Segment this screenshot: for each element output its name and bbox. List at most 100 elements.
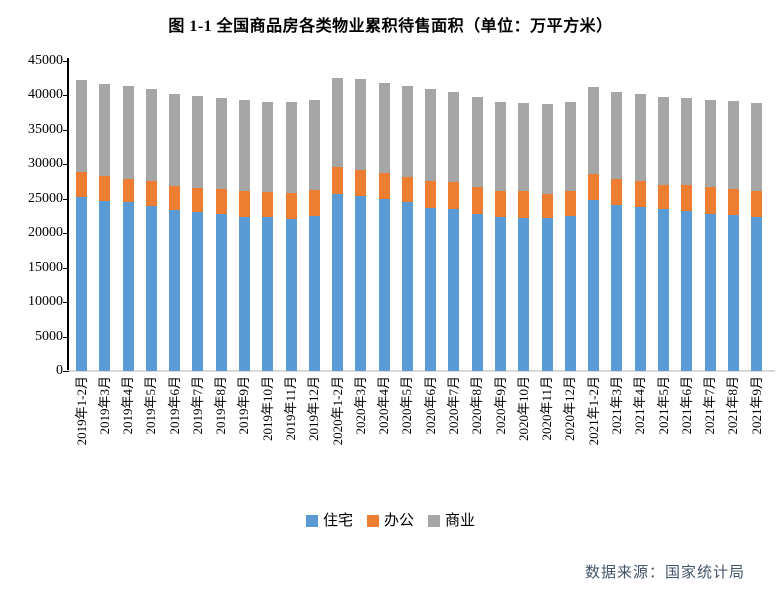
bar-segment-residential	[425, 208, 436, 371]
x-axis-baseline	[67, 370, 775, 372]
legend-label-commercial: 商业	[445, 513, 476, 529]
y-axis-tick	[63, 233, 69, 234]
x-axis-label-text: 2021年6月	[679, 376, 694, 435]
y-axis-label: 0	[56, 363, 63, 378]
bar-segment-commercial	[402, 86, 413, 177]
bar-segment-commercial	[611, 92, 622, 179]
bar-segment-residential	[192, 212, 203, 371]
bar-segment-office	[216, 189, 227, 214]
y-axis-tick	[63, 371, 69, 372]
bar-segment-office	[332, 167, 343, 194]
x-axis-label-text: 2019年8月	[213, 376, 228, 435]
y-axis-line	[67, 58, 69, 372]
y-axis-tick	[63, 61, 69, 62]
bar-segment-office	[635, 181, 646, 207]
x-axis-label-text: 2019年10月	[260, 376, 275, 442]
y-axis-label: 10000	[28, 294, 63, 309]
bar-segment-office	[705, 187, 716, 214]
y-axis-label: 25000	[28, 191, 63, 206]
y-axis-tick	[63, 164, 69, 165]
bar-segment-office	[495, 191, 506, 217]
y-axis-tick	[63, 337, 69, 338]
bar-segment-residential	[76, 197, 87, 371]
y-axis-tick	[63, 302, 69, 303]
y-axis-tick	[63, 199, 69, 200]
x-axis-label-text: 2021年9月	[749, 376, 764, 435]
x-axis-label-text: 2020年8月	[469, 376, 484, 435]
y-axis-label: 40000	[28, 87, 63, 102]
y-axis-tick	[63, 268, 69, 269]
bar-segment-office	[448, 182, 459, 209]
bar-segment-residential	[216, 214, 227, 371]
bar-segment-residential	[402, 202, 413, 371]
y-axis-label: 35000	[28, 122, 63, 137]
bar-segment-commercial	[262, 102, 273, 192]
bar-segment-office	[169, 186, 180, 210]
x-axis-label-text: 2019年6月	[167, 376, 182, 435]
bar-segment-office	[123, 179, 134, 202]
legend-label-residential: 住宅	[322, 513, 353, 529]
bar-segment-commercial	[495, 102, 506, 191]
bar-segment-residential	[448, 209, 459, 371]
legend-item-office: 办公	[366, 512, 414, 530]
chart-title: 图 1-1 全国商品房各类物业累积待售面积（单位：万平方米）	[168, 18, 613, 35]
bar-segment-residential	[146, 206, 157, 371]
bar-segment-commercial	[379, 83, 390, 173]
bar-segment-commercial	[216, 98, 227, 189]
bar-segment-office	[379, 173, 390, 199]
bar-segment-residential	[635, 207, 646, 371]
x-axis-label-text: 2021年1-2月	[586, 376, 601, 446]
bar-segment-residential	[565, 216, 576, 371]
bar-segment-commercial	[146, 89, 157, 181]
bar-segment-residential	[123, 202, 134, 371]
source-note: 数据来源：国家统计局	[584, 565, 745, 581]
x-axis-label-text: 2020年11月	[539, 376, 554, 441]
x-axis-label-text: 2021年3月	[609, 376, 624, 435]
bar-segment-commercial	[705, 100, 716, 187]
bar-segment-office	[728, 189, 739, 215]
bar-segment-residential	[542, 218, 553, 371]
bar-segment-residential	[355, 196, 366, 371]
bar-segment-office	[99, 176, 110, 201]
bar-segment-commercial	[99, 84, 110, 176]
legend-label-office: 办公	[383, 513, 414, 529]
bar-segment-residential	[705, 214, 716, 371]
y-axis-tick	[63, 130, 69, 131]
x-axis-label-text: 2020年1-2月	[330, 376, 345, 446]
x-axis-label-text: 2019年1-2月	[74, 376, 89, 446]
x-axis-label-text: 2019年3月	[97, 376, 112, 435]
legend-swatch-residential	[305, 515, 318, 527]
x-axis-label-text: 2020年6月	[423, 376, 438, 435]
legend: 住宅 办公 商业	[0, 512, 781, 530]
bar-segment-commercial	[286, 102, 297, 193]
x-axis-label-text: 2019年9月	[236, 376, 251, 435]
legend-swatch-office	[366, 515, 379, 527]
x-axis-label-text: 2019年11月	[283, 376, 298, 441]
bar-segment-commercial	[565, 102, 576, 191]
bar-segment-office	[542, 194, 553, 218]
bar-segment-commercial	[123, 86, 134, 179]
bar-segment-commercial	[658, 97, 669, 185]
y-axis-label: 15000	[28, 260, 63, 275]
x-axis-label-text: 2020年4月	[376, 376, 391, 435]
bar-segment-residential	[309, 216, 320, 371]
x-axis-label-text: 2019年5月	[143, 376, 158, 435]
bar-segment-commercial	[239, 100, 250, 191]
bar-segment-office	[565, 191, 576, 216]
bar-segment-commercial	[542, 104, 553, 194]
y-axis-label: 30000	[28, 156, 63, 171]
x-axis-label-text: 2021年5月	[656, 376, 671, 435]
bar-segment-residential	[99, 201, 110, 371]
bar-segment-residential	[262, 217, 273, 371]
x-axis-label-text: 2020年12月	[562, 376, 577, 442]
bar-segment-office	[518, 191, 529, 218]
x-axis-label-text: 2021年4月	[632, 376, 647, 435]
bar-segment-residential	[728, 215, 739, 371]
bar-segment-office	[425, 181, 436, 208]
y-axis-label: 20000	[28, 225, 63, 240]
legend-swatch-commercial	[428, 515, 440, 527]
bar-segment-commercial	[681, 98, 692, 185]
bar-segment-office	[192, 188, 203, 212]
bar-segment-office	[146, 181, 157, 206]
legend-item-residential: 住宅	[305, 512, 353, 530]
